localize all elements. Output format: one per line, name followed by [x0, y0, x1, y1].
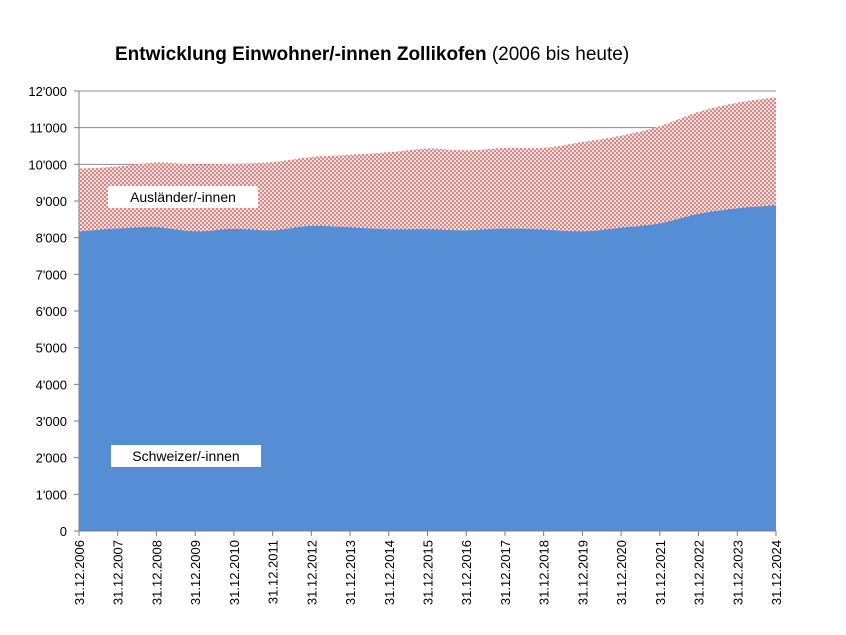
x-tick-label: 31.12.2021	[653, 540, 668, 605]
x-tick-label: 31.12.2014	[382, 540, 397, 605]
chart-title: Entwicklung Einwohner/-innen Zollikofen …	[115, 44, 629, 66]
y-tick-label: 3'000	[36, 414, 67, 429]
y-tick-label: 11'000	[29, 121, 67, 136]
y-tick-label: 12'000	[28, 84, 67, 99]
chart-title-main: Entwicklung Einwohner/-innen Zollikofen	[115, 44, 487, 65]
chart-subtitle: (2006 bis heute)	[491, 44, 630, 65]
x-tick-label: 31.12.2007	[111, 540, 126, 605]
y-tick-label: 10'000	[28, 157, 67, 172]
x-tick-label: 31.12.2023	[730, 540, 745, 605]
x-tick-label: 31.12.2019	[575, 540, 590, 605]
x-tick-label: 31.12.2016	[459, 540, 474, 605]
series-label-foreign: Ausländer/-innen	[108, 186, 258, 208]
x-tick-label: 31.12.2017	[498, 540, 513, 605]
area-swiss	[79, 205, 776, 531]
x-tick-label: 31.12.2024	[769, 540, 784, 605]
y-tick-label: 6'000	[36, 304, 67, 319]
y-tick-label: 9'000	[36, 194, 67, 209]
x-tick-label: 31.12.2011	[266, 540, 281, 604]
x-tick-label: 31.12.2022	[692, 540, 707, 605]
x-tick-label: 31.12.2006	[72, 540, 87, 605]
series-label-swiss-text: Schweizer/-innen	[132, 448, 240, 464]
x-tick-label: 31.12.2018	[537, 540, 552, 605]
x-tick-label: 31.12.2012	[304, 540, 319, 605]
x-tick-label: 31.12.2009	[188, 540, 203, 605]
y-tick-label: 2'000	[36, 451, 67, 466]
y-tick-label: 4'000	[36, 377, 67, 392]
series-label-swiss: Schweizer/-innen	[111, 445, 261, 467]
series-label-foreign-text: Ausländer/-innen	[130, 189, 236, 205]
x-tick-labels: 31.12.2006 31.12.2007 31.12.2008 31.12.2009…	[72, 540, 784, 605]
y-tick-label: 7'000	[36, 267, 67, 282]
y-tick-label: 1'000	[36, 487, 67, 502]
x-tick-label: 31.12.2008	[149, 540, 164, 605]
y-tick-label: 0	[60, 524, 67, 539]
x-tick-label: 31.12.2010	[227, 540, 242, 605]
y-tick-label: 8'000	[36, 231, 67, 246]
y-tick-labels: 0 1'000 2'000 3'000 4'000 5'000 6'000 7'000 8'00…	[28, 84, 67, 539]
axes	[74, 90, 777, 536]
y-tick-label: 5'000	[36, 341, 67, 356]
x-tick-label: 31.12.2020	[614, 540, 629, 605]
x-tick-label: 31.12.2015	[421, 540, 436, 605]
x-tick-label: 31.12.2013	[343, 540, 358, 605]
